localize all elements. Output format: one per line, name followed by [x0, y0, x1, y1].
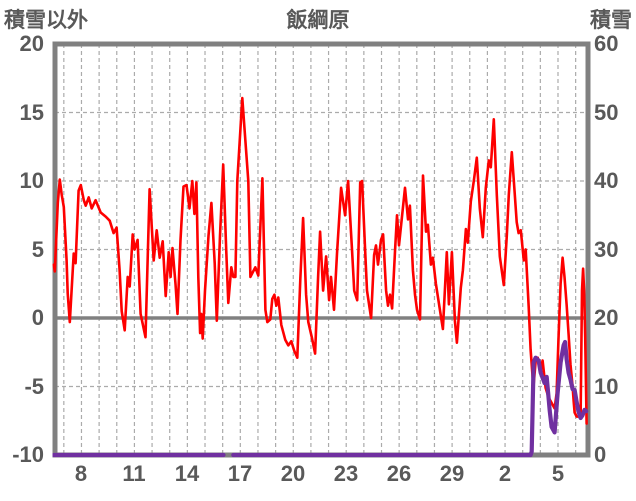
left-axis-tick-label: -5 [24, 374, 44, 399]
x-axis-tick-label: 8 [74, 461, 88, 486]
x-axis-tick-label: 5 [551, 461, 565, 486]
left-axis-tick-label: -10 [12, 442, 44, 467]
x-axis-tick-label: 29 [439, 461, 465, 486]
right-axis-tick-label: 50 [594, 100, 619, 125]
right-axis-tick-label: 20 [594, 305, 619, 330]
chart-title: 飯綱原 [286, 9, 350, 32]
right-axis-tick-label: 30 [594, 237, 619, 262]
left-axis-title: 積雪以外 [4, 9, 88, 32]
x-axis-tick-label: 23 [333, 461, 359, 486]
left-axis-tick-label: 5 [31, 237, 44, 262]
left-axis-tick-label: 10 [19, 168, 44, 193]
x-axis-tick-label: 17 [227, 461, 253, 486]
x-axis-tick-label: 2 [498, 461, 512, 486]
left-axis-tick-label: 0 [31, 305, 44, 330]
x-axis-tick-label: 11 [122, 461, 146, 486]
left-axis-tick-label: 15 [19, 100, 44, 125]
right-axis-title: 積雪 [590, 9, 632, 32]
x-axis-tick-label: 14 [174, 461, 200, 486]
left-axis-tick-label: 20 [19, 31, 44, 56]
right-axis-tick-label: 60 [594, 31, 619, 56]
temperature-line [52, 96, 588, 425]
snow-depth-line [52, 339, 589, 458]
right-axis-tick-label: 10 [594, 374, 619, 399]
x-axis-tick-label: 26 [386, 461, 412, 486]
right-axis-tick-label: 0 [594, 442, 607, 467]
right-axis-tick-label: 40 [594, 168, 619, 193]
x-axis-tick-label: 20 [280, 461, 306, 486]
